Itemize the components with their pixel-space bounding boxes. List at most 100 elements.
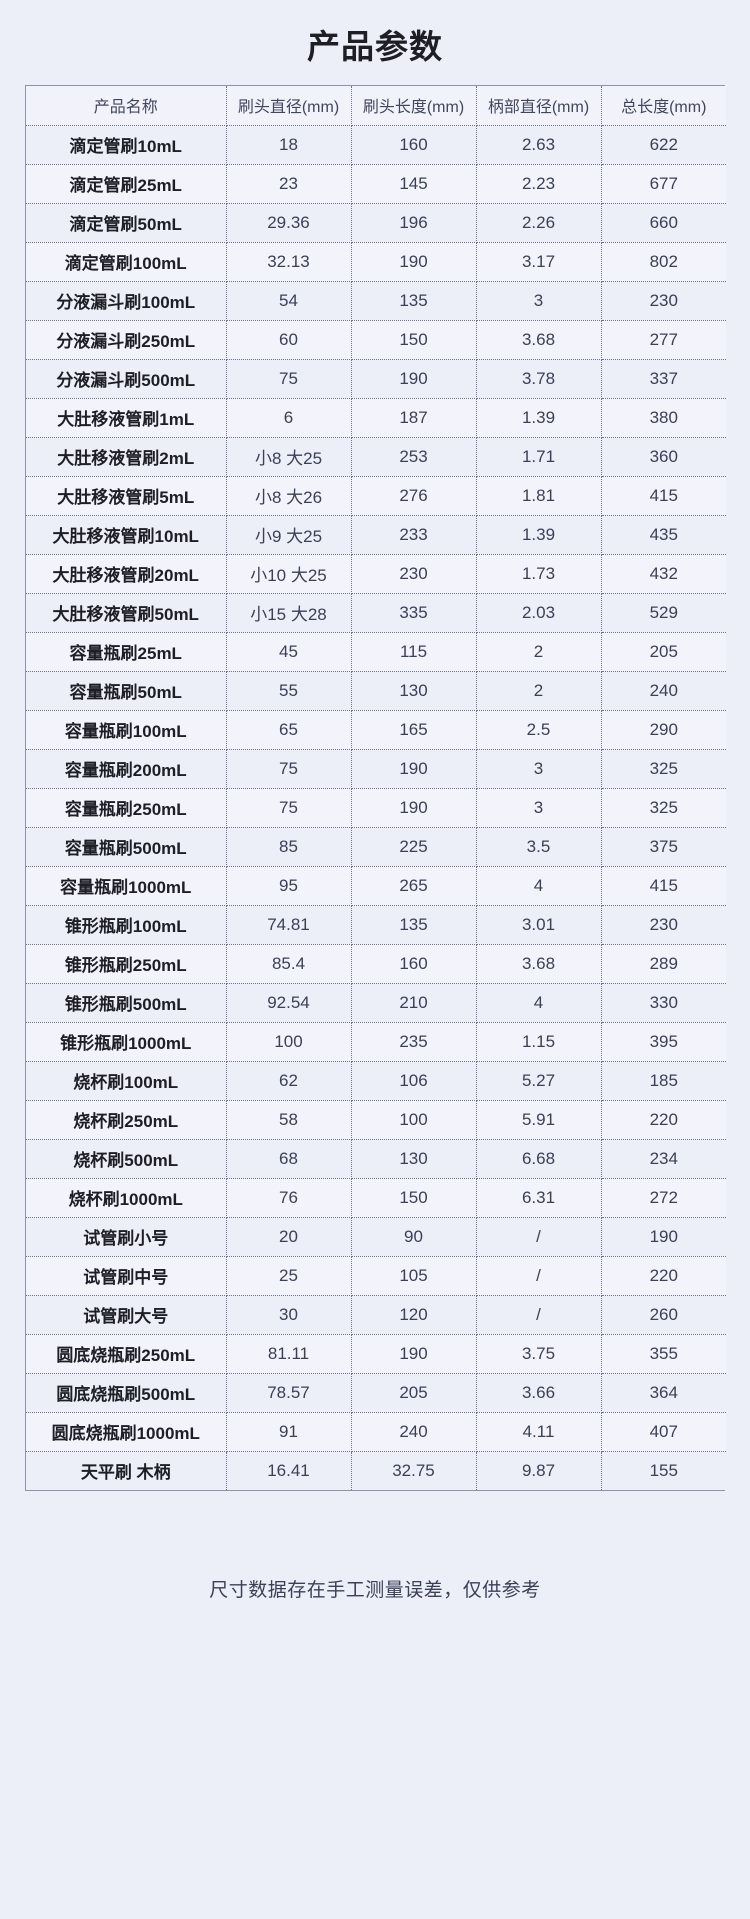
table-row: 容量瓶刷1000mL 95 265 4 415: [26, 866, 726, 906]
cell-total-length: 155: [649, 1460, 678, 1480]
cell-product-name: 容量瓶刷50mL: [26, 671, 227, 711]
cell-product-name: 烧杯刷250mL: [26, 1100, 227, 1140]
cell-product-name: 烧杯刷500mL: [26, 1139, 227, 1179]
cell-head-diameter: 95: [226, 866, 352, 906]
cell-product-name: 圆底烧瓶刷250mL: [26, 1334, 227, 1374]
cell-total-length: 230: [601, 281, 726, 321]
cell-head-diameter: 25: [226, 1256, 352, 1296]
table-header: 产品名称 刷头直径(mm) 刷头长度(mm) 柄部直径(mm) 总长度(mm): [26, 86, 726, 126]
cell-handle-diameter: 2: [476, 632, 602, 672]
table-row: 滴定管刷100mL 32.13 190 3.17 802: [26, 242, 726, 282]
cell-total-length: 364: [601, 1373, 726, 1413]
cell-head-diameter: 小9 大25: [226, 515, 352, 555]
table-row: 大肚移液管刷2mL 小8 大25 253 1.71 360: [26, 437, 726, 477]
cell-head-diameter: 62: [226, 1061, 352, 1101]
table-row: 烧杯刷100mL 62 106 5.27 185: [26, 1061, 726, 1101]
cell-handle-diameter: 4: [476, 983, 602, 1023]
cell-head-diameter: 16.41: [226, 1451, 352, 1490]
cell-handle-diameter: 1.15: [476, 1022, 602, 1062]
table-row: 容量瓶刷250mL 75 190 3 325: [26, 788, 726, 828]
cell-head-diameter: 30: [226, 1295, 352, 1335]
cell-head-length: 190: [351, 1334, 477, 1374]
cell-product-name: 烧杯刷100mL: [26, 1061, 227, 1101]
cell-product-name: 容量瓶刷200mL: [26, 749, 227, 789]
table-row: 滴定管刷10mL 18 160 2.63 622: [26, 125, 726, 165]
cell-handle-diameter: 3.01: [476, 905, 602, 945]
cell-total-length: 415: [601, 866, 726, 906]
cell-product-name: 容量瓶刷25mL: [26, 632, 227, 672]
cell-total-length: 230: [601, 905, 726, 945]
cell-head-diameter: 58: [226, 1100, 352, 1140]
cell-total-length: 529: [601, 593, 726, 633]
cell-product-name: 分液漏斗刷100mL: [26, 281, 227, 321]
cell-head-diameter: 小10 大25: [226, 554, 352, 594]
cell-product-name: 烧杯刷1000mL: [26, 1178, 227, 1218]
cell-head-length: 190: [351, 788, 477, 828]
cell-product-name: 滴定管刷25mL: [26, 164, 227, 204]
page-title: 产品参数: [307, 28, 443, 65]
cell-head-diameter: 32.13: [226, 242, 352, 282]
cell-head-length: 130: [351, 671, 477, 711]
cell-handle-diameter: 2.63: [476, 125, 602, 165]
cell-product-name: 天平刷 木柄: [26, 1451, 227, 1490]
cell-product-name: 容量瓶刷100mL: [26, 710, 227, 750]
cell-total-length: 289: [601, 944, 726, 984]
cell-product-name: 容量瓶刷500mL: [26, 827, 227, 867]
cell-total-length: 220: [601, 1100, 726, 1140]
cell-head-length: 225: [351, 827, 477, 867]
table-row: 试管刷大号 30 120/260: [26, 1295, 726, 1335]
cell-head-diameter: 小8 大25: [226, 437, 352, 477]
cell-head-length: 210: [351, 983, 477, 1023]
cell-product-name: 锥形瓶刷100mL: [26, 905, 227, 945]
cell-head-diameter: 29.36: [226, 203, 352, 243]
cell-head-diameter: 75: [226, 359, 352, 399]
cell-head-length: 233: [351, 515, 477, 555]
cell-head-diameter: 100: [226, 1022, 352, 1062]
cell-head-diameter: 68: [226, 1139, 352, 1179]
table-body: 滴定管刷10mL 18 160 2.63 622 滴定管刷25mL 23 145 2.23 677…: [26, 125, 726, 1490]
table-row: 天平刷 木柄 16.41 32.75 9.87 155: [26, 1451, 726, 1490]
cell-head-diameter: 85: [226, 827, 352, 867]
cell-handle-diameter: 3: [476, 788, 602, 828]
cell-total-length: 407: [601, 1412, 726, 1452]
table-row: 锥形瓶刷100mL 74.81 135 3.01 230: [26, 905, 726, 945]
cell-head-length: 196: [351, 203, 477, 243]
cell-handle-diameter: 1.71: [476, 437, 602, 477]
cell-handle-diameter: 1.81: [476, 476, 602, 516]
table-row: 容量瓶刷25mL 45 115 2 205: [26, 632, 726, 672]
table-row: 容量瓶刷200mL 75 190 3 325: [26, 749, 726, 789]
cell-head-diameter: 45: [226, 632, 352, 672]
cell-head-length: 276: [351, 476, 477, 516]
cell-total-length: 330: [601, 983, 726, 1023]
cell-head-diameter: 92.54: [226, 983, 352, 1023]
cell-handle-diameter: 2.03: [476, 593, 602, 633]
cell-handle-diameter: 3.78: [476, 359, 602, 399]
cell-head-diameter: 75: [226, 749, 352, 789]
cell-total-length: 185: [601, 1061, 726, 1101]
cell-product-name: 锥形瓶刷500mL: [26, 983, 227, 1023]
table-row: 烧杯刷500mL 68 130 6.68 234: [26, 1139, 726, 1179]
table-row: 滴定管刷25mL 23 145 2.23 677: [26, 164, 726, 204]
spec-table-container: 产品名称 刷头直径(mm) 刷头长度(mm) 柄部直径(mm) 总长度(mm) …: [25, 85, 726, 1491]
table-header-row: 产品名称 刷头直径(mm) 刷头长度(mm) 柄部直径(mm) 总长度(mm): [26, 86, 726, 126]
cell-head-diameter: 54: [226, 281, 352, 321]
cell-product-name: 大肚移液管刷2mL: [26, 437, 227, 477]
cell-total-length: 395: [601, 1022, 726, 1062]
measurement-disclaimer: 尺寸数据存在手工测量误差，仅供参考: [209, 1580, 541, 1601]
table-row: 试管刷小号 20 90/190: [26, 1217, 726, 1257]
cell-head-length: 105: [351, 1256, 477, 1296]
cell-handle-diameter: 3.5: [476, 827, 602, 867]
cell-total-length: 415: [601, 476, 726, 516]
cell-total-length: 240: [601, 671, 726, 711]
cell-product-name: 大肚移液管刷50mL: [26, 593, 227, 633]
table-row: 大肚移液管刷5mL 小8 大26 276 1.81 415: [26, 476, 726, 516]
table-row: 容量瓶刷500mL 85 225 3.5 375: [26, 827, 726, 867]
cell-head-diameter: 91: [226, 1412, 352, 1452]
cell-head-diameter: 55: [226, 671, 352, 711]
table-row: 锥形瓶刷1000mL 100 235 1.15 395: [26, 1022, 726, 1062]
cell-total-length: 677: [601, 164, 726, 204]
table-row: 大肚移液管刷50mL 小15 大28 335 2.03 529: [26, 593, 726, 633]
cell-handle-diameter: 3.66: [476, 1373, 602, 1413]
cell-total-length: 205: [601, 632, 726, 672]
cell-product-name: 大肚移液管刷20mL: [26, 554, 227, 594]
